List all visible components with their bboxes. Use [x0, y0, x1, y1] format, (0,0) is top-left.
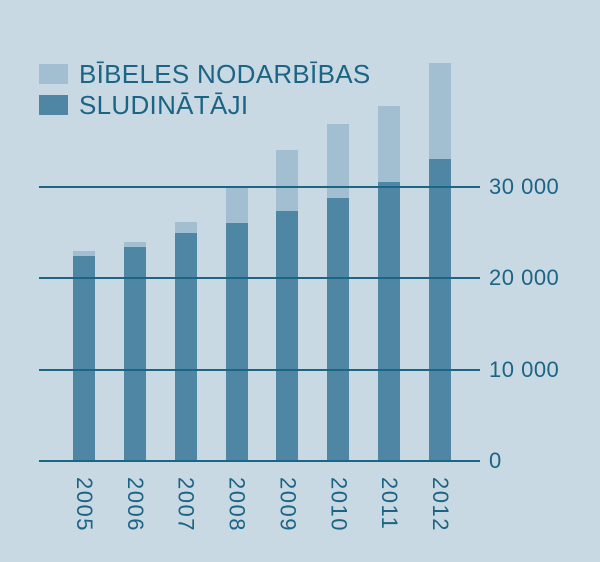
bar-2011-bible-studies: [378, 105, 401, 182]
bar-2006-bible-studies: [123, 242, 146, 247]
legend-label-publishers: SLUDINĀTĀJI: [79, 90, 249, 120]
x-tick-label-2007: 2007: [173, 477, 199, 532]
bar-2005-publishers: [73, 256, 95, 461]
gridline-10000: [39, 368, 480, 371]
bar-2010-publishers: [327, 198, 350, 461]
legend-item-sludinataji: SLUDINĀTĀJI: [39, 90, 371, 120]
bar-2008-publishers: [225, 223, 248, 461]
bar-2007-publishers: [174, 233, 197, 461]
bar-2010-bible-studies: [327, 124, 350, 199]
legend-swatch-bible-studies: [39, 64, 68, 84]
x-tick-label-2010: 2010: [326, 477, 352, 532]
legend: BĪBELES NODARBĪBAS SLUDINĀTĀJI: [39, 59, 371, 126]
bar-2009-publishers: [276, 211, 299, 461]
gridline-30000: [39, 185, 480, 188]
y-tick-label-20000: 20 000: [489, 265, 560, 290]
legend-label-bible-studies: BĪBELES NODARBĪBAS: [79, 59, 371, 89]
legend-item-bibeles-nodarbibas: BĪBELES NODARBĪBAS: [39, 59, 371, 89]
x-tick-label-2009: 2009: [275, 477, 301, 532]
y-tick-label-30000: 30 000: [489, 173, 560, 199]
bar-2011-publishers: [378, 181, 401, 461]
x-tick-label-2005: 2005: [72, 477, 97, 532]
y-tick-label-10000: 10 000: [489, 356, 560, 382]
x-tick-label-2006: 2006: [122, 477, 148, 532]
bar-2007-bible-studies: [174, 222, 197, 234]
bar-2012-bible-studies: [428, 62, 451, 160]
bar-2008-bible-studies: [225, 185, 248, 224]
x-axis-line: [39, 460, 480, 462]
y-tick-label-0: 0: [489, 448, 502, 473]
x-tick-label-2011: 2011: [377, 477, 403, 531]
bar-2006-publishers: [123, 246, 146, 461]
gridline-20000: [39, 277, 480, 279]
x-tick-label-2012: 2012: [427, 477, 453, 532]
bar-2012-publishers: [428, 159, 451, 461]
bar-2005-bible-studies: [73, 251, 95, 257]
bar-2009-bible-studies: [276, 149, 299, 212]
x-tick-label-2008: 2008: [224, 477, 250, 532]
legend-swatch-publishers: [39, 95, 68, 115]
